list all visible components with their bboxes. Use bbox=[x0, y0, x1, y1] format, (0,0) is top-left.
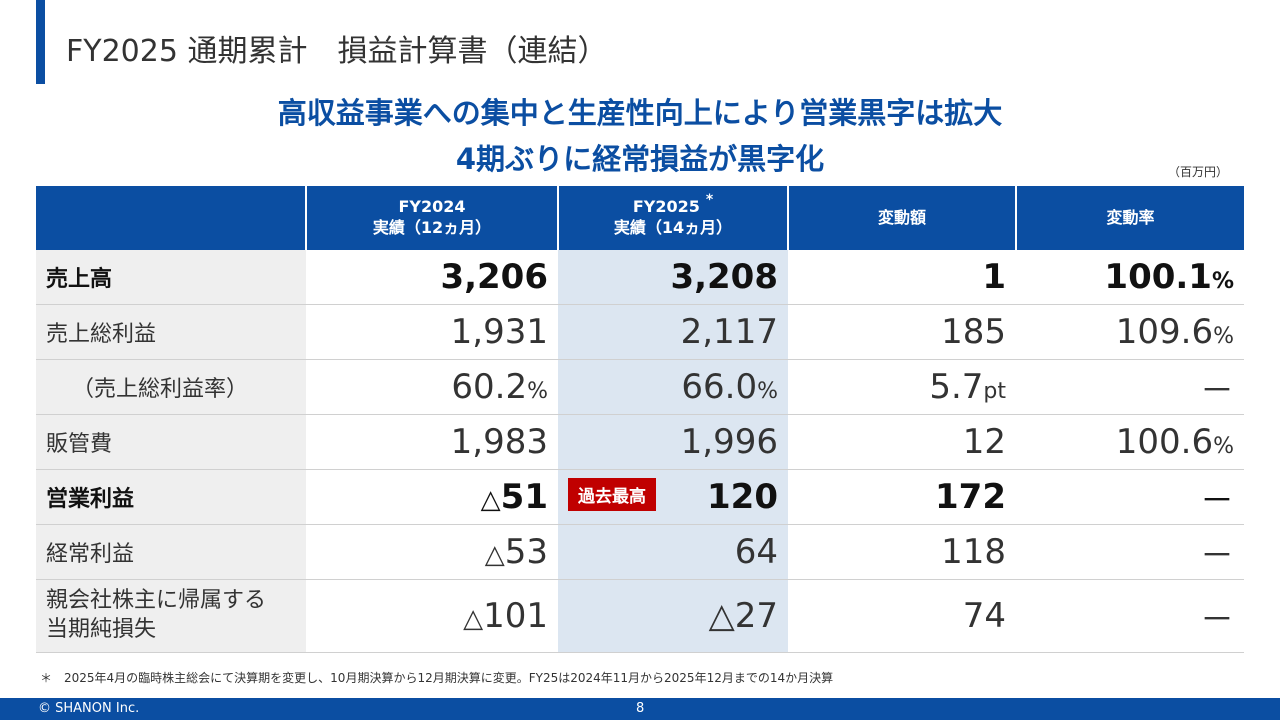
row-ordinary-change: 118 bbox=[788, 524, 1016, 580]
row-margin-fy2025: 66.0% bbox=[558, 359, 788, 415]
header-fy2025-period: 実績（14ヵ月） bbox=[613, 218, 733, 237]
row-op-fy2024-triangle: △ bbox=[480, 485, 501, 515]
row-sales-fy2024: 3,206 bbox=[306, 250, 558, 305]
row-sales-fy2025: 3,208 bbox=[558, 250, 788, 305]
row-net-label: 親会社株主に帰属する 当期純損失 bbox=[36, 579, 306, 653]
row-net-rate: － bbox=[1016, 579, 1244, 653]
row-op-label: 営業利益 bbox=[36, 469, 306, 525]
row-sales: 売上高 3,206 3,208 1 100.1% bbox=[36, 250, 1244, 305]
row-gross-rate-value: 109.6 bbox=[1115, 312, 1214, 352]
row-sga: 販管費 1,983 1,996 12 100.6% bbox=[36, 414, 1244, 470]
row-ordinary-fy2024-triangle: △ bbox=[484, 540, 505, 570]
row-ordinary-fy2024-value: 53 bbox=[504, 532, 548, 572]
row-margin-change: 5.7pt bbox=[788, 359, 1016, 415]
header-fy2024-year: FY2024 bbox=[398, 197, 466, 217]
row-margin-rate: － bbox=[1016, 359, 1244, 415]
row-margin-fy2024: 60.2% bbox=[306, 359, 558, 415]
row-gross-fy2024: 1,931 bbox=[306, 304, 558, 360]
row-net-fy2025-triangle: △ bbox=[708, 596, 735, 636]
row-gross-profit: 売上総利益 1,931 2,117 185 109.6% bbox=[36, 304, 1244, 360]
row-margin-fy2024-unit: % bbox=[527, 379, 548, 404]
row-margin-change-value: 5.7 bbox=[929, 367, 984, 407]
row-margin-fy2025-unit: % bbox=[757, 379, 778, 404]
slide-title: FY2025 通期累計 損益計算書（連結） bbox=[66, 34, 608, 69]
row-margin-label: （売上総利益率） bbox=[36, 359, 306, 415]
header-fy2024-period: 実績（12ヵ月） bbox=[372, 218, 492, 237]
row-gross-rate-unit: % bbox=[1213, 324, 1234, 349]
row-sga-rate-value: 100.6 bbox=[1115, 422, 1214, 462]
row-sga-rate: 100.6% bbox=[1016, 414, 1244, 470]
header-change: 変動額 bbox=[787, 186, 1016, 250]
page-number: 8 bbox=[636, 701, 645, 716]
record-high-badge: 過去最高 bbox=[568, 477, 656, 511]
row-ordinary-profit: 経常利益 △53 64 118 － bbox=[36, 524, 1244, 580]
title-accent-bar bbox=[36, 0, 45, 84]
row-margin-label-text: （売上総利益率） bbox=[72, 377, 249, 402]
row-ordinary-fy2024: △53 bbox=[306, 524, 558, 580]
row-net-fy2025-value: 27 bbox=[734, 596, 778, 636]
row-gross-change: 185 bbox=[788, 304, 1016, 360]
row-sga-fy2024: 1,983 bbox=[306, 414, 558, 470]
row-sales-rate-value: 100.1 bbox=[1104, 257, 1212, 297]
headline-line-2: 4期ぶりに経常損益が黒字化 bbox=[455, 142, 825, 176]
row-ordinary-rate: － bbox=[1016, 524, 1244, 580]
row-net-fy2024-value: 101 bbox=[483, 596, 548, 636]
header-change-label: 変動額 bbox=[877, 207, 926, 227]
row-op-fy2025: 過去最高 120 bbox=[558, 469, 788, 525]
header-fy2024: FY2024 実績（12ヵ月） bbox=[305, 186, 558, 250]
row-gross-label: 売上総利益 bbox=[36, 304, 306, 360]
row-gross-rate: 109.6% bbox=[1016, 304, 1244, 360]
header-rate: 変動率 bbox=[1015, 186, 1244, 250]
row-sales-rate: 100.1% bbox=[1016, 250, 1244, 305]
unit-note: （百万円） bbox=[1167, 165, 1228, 179]
row-op-fy2024: △51 bbox=[306, 469, 558, 525]
row-op-change: 172 bbox=[788, 469, 1016, 525]
footer-bar: © SHANON Inc. 8 bbox=[0, 698, 1280, 720]
row-margin-fy2024-value: 60.2 bbox=[451, 367, 528, 407]
row-margin-change-unit: pt bbox=[983, 379, 1006, 404]
row-net-loss: 親会社株主に帰属する 当期純損失 △101 △27 74 － bbox=[36, 579, 1244, 653]
row-net-fy2025: △27 bbox=[558, 579, 788, 653]
header-fy2025-year: FY2025 bbox=[632, 197, 700, 217]
row-sga-fy2025: 1,996 bbox=[558, 414, 788, 470]
row-gross-margin: （売上総利益率） 60.2% 66.0% 5.7pt － bbox=[36, 359, 1244, 415]
row-sga-change: 12 bbox=[788, 414, 1016, 470]
row-margin-fy2025-value: 66.0 bbox=[681, 367, 758, 407]
headline-line-1: 高収益事業への集中と生産性向上により営業黒字は拡大 bbox=[277, 96, 1003, 130]
header-blank bbox=[36, 186, 306, 250]
row-operating-profit: 営業利益 △51 過去最高 120 172 － bbox=[36, 469, 1244, 525]
footnote: ＊ 2025年4月の臨時株主総会にて決算期を変更し、10月期決算から12月期決算… bbox=[40, 671, 834, 685]
header-fy2025-asterisk: * bbox=[705, 192, 714, 209]
header-rate-label: 変動率 bbox=[1106, 207, 1155, 227]
row-sales-change: 1 bbox=[788, 250, 1016, 305]
income-statement-table: FY2024 実績（12ヵ月） FY2025 * 実績（14ヵ月） 変動額 変動率… bbox=[36, 186, 1244, 653]
row-sales-label: 売上高 bbox=[36, 250, 306, 305]
row-net-fy2024: △101 bbox=[306, 579, 558, 653]
row-ordinary-fy2025: 64 bbox=[558, 524, 788, 580]
table-header-row: FY2024 実績（12ヵ月） FY2025 * 実績（14ヵ月） 変動額 変動率 bbox=[36, 186, 1244, 250]
header-fy2025: FY2025 * 実績（14ヵ月） bbox=[557, 186, 788, 250]
row-net-label-line2: 当期純損失 bbox=[46, 617, 157, 642]
row-ordinary-label: 経常利益 bbox=[36, 524, 306, 580]
row-op-rate: － bbox=[1016, 469, 1244, 525]
row-op-fy2025-value: 120 bbox=[707, 477, 778, 517]
row-net-label-line1: 親会社株主に帰属する bbox=[46, 588, 267, 614]
row-sga-rate-unit: % bbox=[1213, 434, 1234, 459]
row-sales-rate-unit: % bbox=[1211, 269, 1234, 294]
copyright: © SHANON Inc. bbox=[38, 701, 140, 716]
row-net-change: 74 bbox=[788, 579, 1016, 653]
row-op-fy2024-value: 51 bbox=[500, 477, 548, 517]
row-net-fy2024-triangle: △ bbox=[463, 604, 484, 634]
row-sga-label: 販管費 bbox=[36, 414, 306, 470]
row-gross-fy2025: 2,117 bbox=[558, 304, 788, 360]
